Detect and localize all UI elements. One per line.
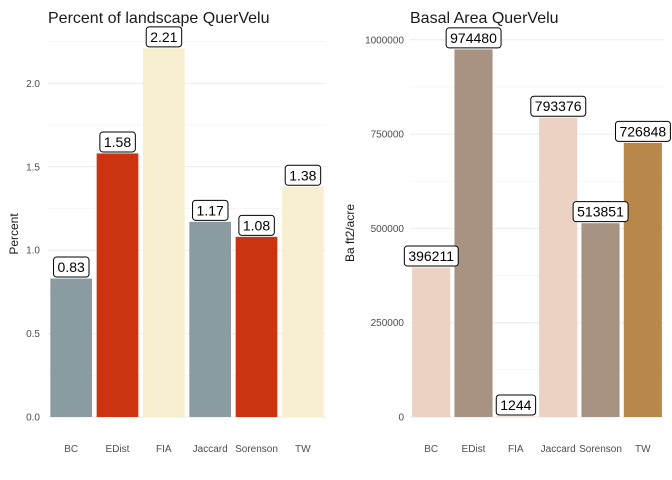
- percent-data-label-text: 1.38: [289, 167, 316, 183]
- percent-bar-edist: [96, 153, 139, 418]
- percent-x-ticks: BC EDist FIA Jaccard Sorenson TW: [64, 444, 311, 455]
- percent-y-tick-label: 2.0: [26, 79, 40, 90]
- percent-data-label-box: [99, 131, 136, 153]
- basal-area-x-tick-edist: EDist: [462, 444, 486, 455]
- percent-chart-title: Percent of landscape QuerVelu: [48, 10, 269, 27]
- basal-area-data-label-tw: 726848: [614, 120, 671, 142]
- basal-area-x-ticks: BC EDist FIA Jaccard Sorenson TW: [424, 444, 651, 455]
- percent-y-tick-label: 1.5: [26, 162, 40, 173]
- percent-bar-sorenson: [235, 236, 278, 417]
- basal-area-bar-fia: [496, 416, 535, 417]
- percent-bar-tw: [281, 186, 324, 417]
- percent-bar-bc: [50, 278, 93, 417]
- basal-area-y-tick-label: 750000: [371, 130, 405, 141]
- percent-data-label-edist: 1.58: [99, 131, 136, 153]
- basal-area-y-tick-label: 500000: [371, 224, 405, 235]
- percent-bar-fia: [142, 48, 185, 418]
- basal-area-data-label-box: [572, 201, 629, 223]
- percent-gridlines: [48, 41, 326, 418]
- basal-area-data-label-bc: 396211: [403, 245, 459, 267]
- percent-data-label-box: [238, 214, 275, 236]
- basal-area-bars: [412, 49, 662, 418]
- percent-data-label-fia: 2.21: [145, 26, 183, 48]
- percent-chart-panel: Percent of landscape QuerVelu Percent 0.…: [7, 10, 326, 455]
- percent-y-tick-label: 0.5: [26, 329, 40, 340]
- basal-area-y-tick-label: 250000: [371, 318, 405, 329]
- basal-area-chart-title: Basal Area QuerVelu: [410, 10, 559, 27]
- percent-data-label-tw: 1.38: [284, 164, 322, 186]
- basal-area-data-label-text: 726848: [619, 123, 666, 139]
- basal-area-chart-panel: Basal Area QuerVelu Ba ft2/acre 0 250000 5…: [343, 10, 671, 455]
- percent-data-label-text: 2.21: [150, 29, 177, 45]
- basal-area-data-label-sorenson: 513851: [572, 201, 629, 223]
- percent-data-label-box: [145, 26, 183, 48]
- percent-y-ticks: 0.0 0.5 1.0 1.5 2.0: [26, 79, 40, 424]
- percent-x-tick-tw: TW: [295, 444, 311, 455]
- basal-area-data-label-text: 1244: [500, 397, 531, 413]
- percent-data-label-sorenson: 1.08: [238, 214, 275, 236]
- basal-area-x-tick-tw: TW: [635, 444, 651, 455]
- basal-area-data-labels: 396211 974480 1244 793376 513851 726848: [403, 27, 671, 416]
- percent-bar-jaccard: [189, 221, 232, 417]
- basal-area-y-axis-label: Ba ft2/acre: [343, 204, 357, 262]
- basal-area-bar-tw: [623, 142, 662, 418]
- basal-area-x-tick-bc: BC: [424, 444, 438, 455]
- percent-x-tick-fia: FIA: [156, 444, 172, 455]
- percent-data-label-box: [53, 256, 90, 278]
- basal-area-y-tick-label: 0: [398, 413, 404, 424]
- basal-area-data-label-box: [530, 95, 587, 117]
- basal-area-data-label-box: [403, 245, 459, 267]
- basal-area-data-label-box: [495, 394, 537, 416]
- basal-area-bar-sorenson: [581, 223, 620, 417]
- percent-data-label-text: 1.17: [197, 202, 224, 218]
- percent-data-label-text: 1.08: [243, 217, 270, 233]
- percent-x-tick-bc: BC: [64, 444, 78, 455]
- basal-area-bar-edist: [454, 49, 493, 417]
- basal-area-data-label-edist: 974480: [445, 27, 502, 49]
- percent-data-label-bc: 0.83: [53, 256, 90, 278]
- percent-data-label-text: 1.58: [104, 134, 131, 150]
- basal-area-x-tick-sorenson: Sorenson: [579, 444, 622, 455]
- basal-area-data-label-jaccard: 793376: [530, 95, 587, 117]
- percent-data-label-text: 0.83: [58, 259, 85, 275]
- basal-area-data-label-text: 396211: [408, 248, 454, 264]
- basal-area-gridlines: [410, 39, 664, 418]
- percent-x-tick-sorenson: Sorenson: [235, 444, 278, 455]
- basal-area-bar-bc: [412, 267, 451, 417]
- basal-area-x-tick-fia: FIA: [508, 444, 524, 455]
- percent-bars: [50, 48, 324, 418]
- percent-y-tick-label: 0.0: [26, 413, 40, 424]
- percent-x-tick-jaccard: Jaccard: [193, 444, 228, 455]
- basal-area-bar-jaccard: [539, 117, 578, 417]
- basal-area-y-ticks: 0 250000 500000 750000 1000000: [365, 35, 404, 423]
- percent-x-tick-edist: EDist: [106, 444, 130, 455]
- basal-area-data-label-fia: 1244: [495, 394, 537, 416]
- basal-area-data-label-box: [445, 27, 502, 49]
- basal-area-data-label-text: 793376: [535, 98, 582, 114]
- basal-area-data-label-text: 513851: [577, 204, 624, 220]
- basal-area-data-label-text: 974480: [450, 30, 497, 46]
- percent-data-label-jaccard: 1.17: [192, 199, 229, 221]
- basal-area-data-label-box: [614, 120, 671, 142]
- percent-data-labels: 0.83 1.58 2.21 1.17 1.08 1.38: [53, 26, 322, 278]
- percent-y-axis-label: Percent: [7, 213, 21, 255]
- percent-data-label-box: [284, 164, 322, 186]
- percent-y-tick-label: 1.0: [26, 246, 40, 257]
- basal-area-y-tick-label: 1000000: [365, 35, 404, 46]
- basal-area-x-tick-jaccard: Jaccard: [541, 444, 576, 455]
- percent-data-label-box: [192, 199, 229, 221]
